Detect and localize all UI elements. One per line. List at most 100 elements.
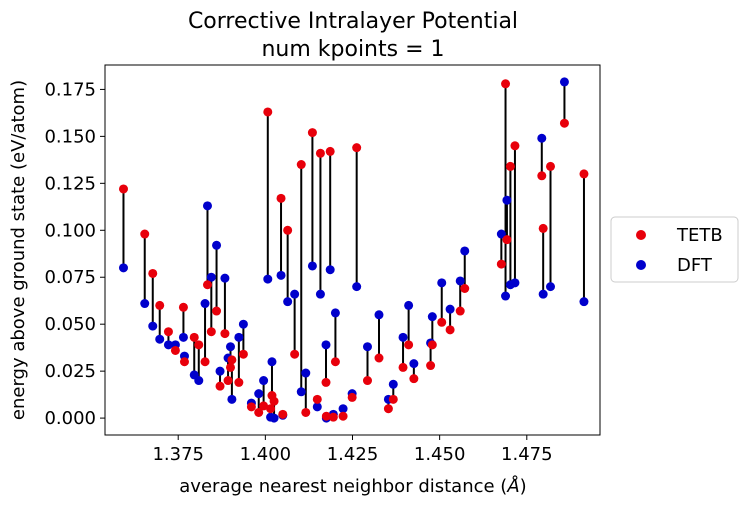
y-axis-label: energy above ground state (eV/atom): [8, 80, 29, 420]
dft-point-44: [404, 300, 414, 310]
dft-point-6: [178, 332, 188, 342]
y-tick-label-3: 0.075: [44, 267, 96, 288]
tetb-point-10: [200, 357, 210, 367]
dft-point-33: [321, 340, 331, 350]
dft-point-30: [307, 261, 317, 271]
y-tick-label-1: 0.025: [44, 361, 96, 382]
tetb-point-4: [163, 327, 173, 337]
tetb-point-21: [254, 407, 264, 417]
tetb-point-39: [362, 376, 372, 386]
x-tick-label-2: 1.425: [327, 444, 379, 465]
dft-point-9: [194, 376, 204, 386]
tetb-point-60: [559, 118, 569, 128]
dft-point-61: [579, 297, 589, 307]
tetb-point-0: [118, 184, 128, 194]
dft-point-14: [215, 366, 225, 376]
tetb-point-24: [269, 396, 279, 406]
y-tick-label-5: 0.125: [44, 173, 96, 194]
dft-point-42: [388, 379, 398, 389]
dft-point-56: [510, 278, 520, 288]
tetb-point-67: [225, 362, 235, 372]
tetb-point-19: [238, 349, 248, 359]
tetb-point-48: [437, 317, 447, 327]
tetb-point-65: [328, 412, 338, 422]
x-axis-label-text: average nearest neighbor distance (: [179, 476, 507, 497]
tetb-point-6: [178, 302, 188, 312]
tetb-point-49: [445, 325, 455, 335]
tetb-point-15: [220, 329, 230, 339]
x-axis-label-unit: Å: [506, 475, 519, 497]
x-tick-label-0: 1.375: [152, 444, 204, 465]
y-axis-ticks: 0.000 0.025 0.050 0.075 0.100 0.125 0.150 0.175: [44, 79, 105, 429]
tetb-point-33: [321, 377, 331, 387]
dft-point-10: [200, 299, 210, 309]
tetb-point-28: [296, 160, 306, 170]
legend: TETB DFT: [610, 216, 739, 283]
dft-point-52: [496, 229, 506, 239]
dft-point-45: [409, 359, 419, 369]
tetb-point-40: [374, 353, 384, 363]
tetb-point-62: [266, 404, 276, 414]
dft-point-31: [312, 402, 322, 412]
legend-marker-tetb: [636, 230, 646, 240]
tetb-point-34: [325, 146, 335, 156]
dft-point-48: [437, 278, 447, 288]
dft-point-25: [276, 270, 286, 280]
tetb-point-59: [546, 161, 555, 171]
dft-point-54: [502, 195, 512, 205]
tetb-point-35: [330, 357, 340, 367]
tetb-point-14: [215, 381, 225, 391]
dft-point-60: [559, 77, 569, 87]
dft-point-47: [427, 312, 437, 322]
tetb-point-52: [496, 259, 506, 269]
dft-point-53: [501, 291, 511, 301]
tetb-point-31: [312, 394, 322, 404]
tetb-point-18: [234, 377, 244, 387]
tetb-point-37: [347, 392, 357, 402]
dft-point-1: [140, 299, 150, 309]
x-tick-label-1: 1.400: [240, 444, 292, 465]
dft-point-36: [338, 404, 348, 414]
dft-point-2: [148, 321, 158, 331]
dft-point-40: [374, 310, 384, 320]
legend-marker-dft: [636, 260, 646, 270]
dft-point-21: [254, 389, 264, 399]
tetb-point-55: [505, 161, 515, 171]
data-points: [118, 77, 589, 423]
dft-point-43: [398, 332, 408, 342]
tetb-point-25: [276, 193, 286, 203]
chart-subtitle: num kpoints = 1: [261, 37, 444, 62]
dft-point-4: [163, 340, 173, 350]
x-tick-label-4: 1.475: [501, 444, 553, 465]
tetb-point-16: [223, 376, 233, 386]
tetb-point-17: [227, 355, 237, 365]
connector-lines: [122, 81, 585, 419]
dft-point-27: [290, 289, 300, 299]
tetb-point-63: [278, 409, 288, 419]
dft-point-35: [330, 308, 340, 318]
tetb-point-46: [426, 361, 436, 371]
tetb-point-27: [290, 349, 300, 359]
dft-point-59: [546, 282, 555, 292]
dft-point-50: [455, 276, 465, 286]
tetb-point-29: [301, 407, 311, 417]
dft-point-13: [212, 240, 222, 250]
tetb-point-43: [398, 362, 408, 372]
tetb-point-8: [189, 332, 199, 342]
dft-point-66: [259, 376, 269, 386]
dft-point-51: [460, 246, 470, 256]
tetb-point-3: [155, 300, 165, 310]
dft-point-67: [225, 342, 235, 352]
y-tick-label-6: 0.150: [44, 126, 96, 147]
dft-point-15: [220, 273, 230, 283]
tetb-point-12: [206, 327, 216, 337]
tetb-point-64: [321, 411, 331, 421]
x-axis-label-close: ): [520, 476, 527, 497]
tetb-point-36: [338, 411, 348, 421]
tetb-point-2: [148, 268, 158, 278]
dft-point-32: [315, 289, 325, 299]
tetb-point-47: [427, 340, 437, 350]
dft-point-22: [263, 274, 273, 284]
tetb-point-7: [179, 357, 189, 367]
